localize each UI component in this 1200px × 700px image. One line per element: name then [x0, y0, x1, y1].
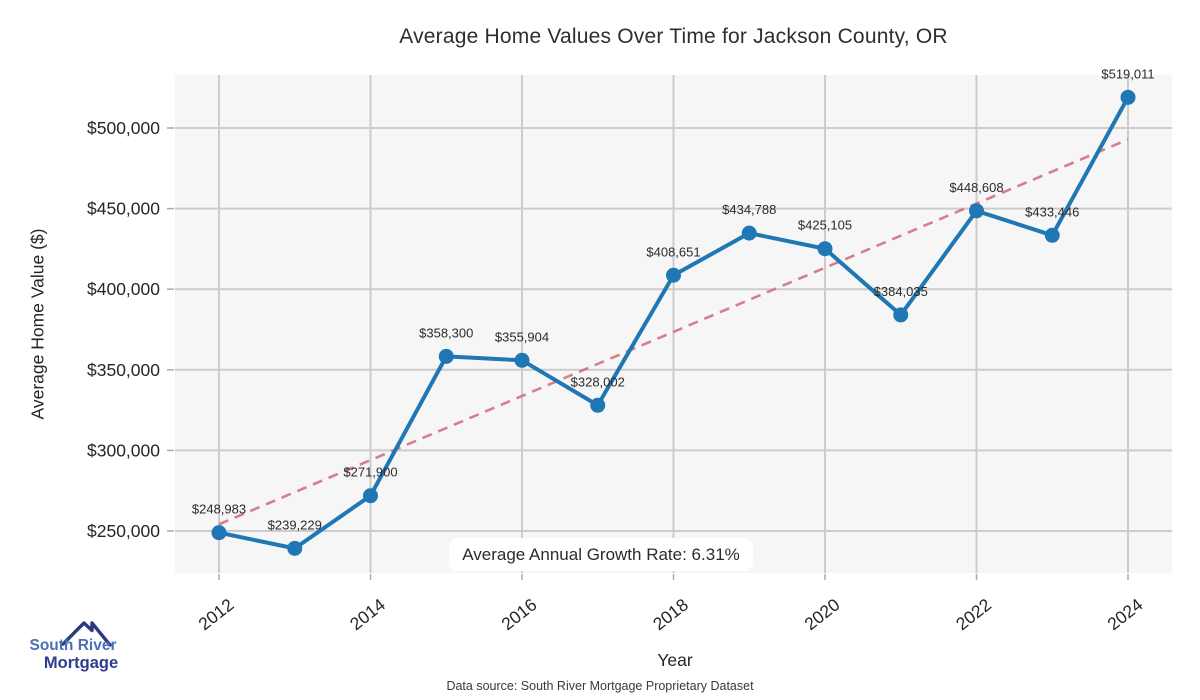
data-point-marker	[741, 225, 757, 241]
y-tick-label: $450,000	[87, 199, 160, 219]
x-tick-label: 2020	[800, 594, 843, 634]
growth-rate-annotation: Average Annual Growth Rate: 6.31%	[449, 538, 753, 571]
data-point-label: $425,105	[798, 218, 852, 233]
y-tick-label: $300,000	[87, 440, 160, 460]
y-tick-label: $400,000	[87, 279, 160, 299]
house-roof-icon	[61, 621, 112, 647]
data-point-label: $271,900	[343, 465, 397, 480]
data-point-marker	[1120, 89, 1136, 105]
x-tick-label: 2022	[952, 594, 995, 634]
data-point-label: $384,035	[874, 284, 928, 299]
data-point-label: $434,788	[722, 202, 776, 217]
x-tick-label: 2018	[649, 594, 692, 634]
data-point-label: $355,904	[495, 329, 549, 344]
data-point-marker	[969, 203, 984, 219]
x-axis-label: Year	[657, 650, 693, 670]
y-tick-label: $250,000	[87, 521, 160, 541]
data-point-marker	[514, 352, 530, 368]
data-point-label: $248,983	[192, 502, 246, 517]
x-tick-label: 2024	[1103, 594, 1146, 634]
data-source-note: Data source: South River Mortgage Propri…	[446, 679, 754, 693]
data-point-label: $358,300	[419, 325, 473, 340]
data-point-label: $239,229	[268, 517, 322, 532]
x-tick-label: 2014	[346, 594, 389, 634]
logo-text-mortgage: Mortgage	[43, 654, 119, 672]
data-point-marker	[666, 267, 681, 283]
x-tick-label: 2012	[194, 594, 237, 634]
data-point-marker	[1044, 227, 1060, 243]
y-tick-label: $500,000	[87, 118, 160, 138]
data-point-label: $408,651	[646, 244, 700, 259]
data-point-label: $328,002	[571, 374, 625, 389]
data-point-label: $519,011	[1101, 66, 1154, 81]
data-point-label: $448,608	[949, 180, 1003, 195]
data-point-marker	[363, 488, 378, 504]
data-point-marker	[893, 307, 909, 323]
logo-text-south-river: South River	[29, 637, 117, 654]
data-point-marker	[211, 525, 227, 541]
y-tick-label: $350,000	[87, 360, 160, 380]
data-point-marker	[287, 540, 303, 556]
chart-title: Average Home Values Over Time for Jackso…	[399, 25, 948, 48]
data-point-marker	[438, 348, 454, 364]
data-point-marker	[817, 241, 833, 257]
data-point-label: $433,446	[1025, 204, 1079, 219]
data-point-marker	[590, 397, 606, 413]
south-river-mortgage-logo: South River Mortgage	[15, 610, 140, 690]
x-tick-label: 2016	[497, 594, 540, 634]
